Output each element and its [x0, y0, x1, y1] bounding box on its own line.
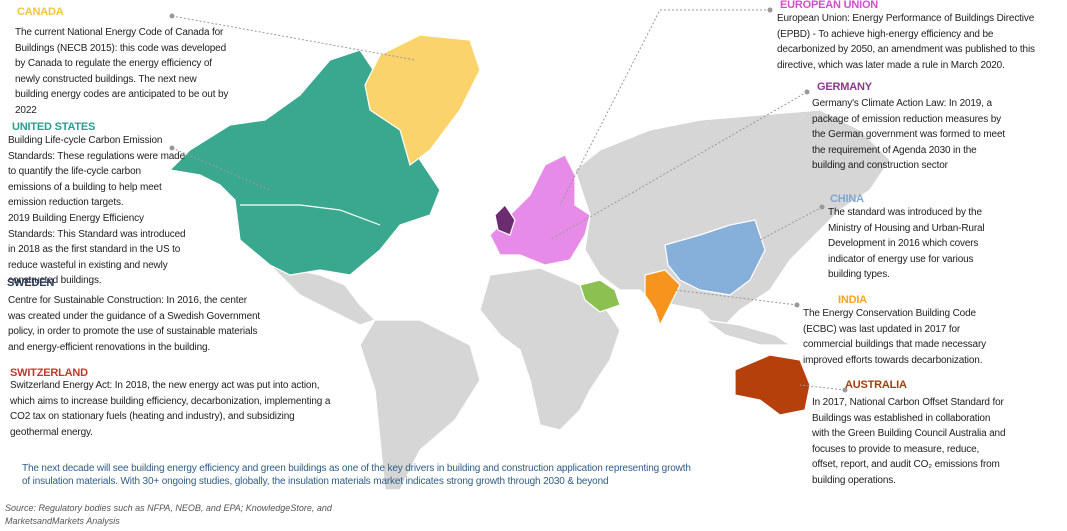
region-text: Standards: These regulations were made: [8, 150, 186, 162]
region-text: the requirement of Agenda 2030 in the: [812, 144, 977, 156]
region-text: Development in 2016 which covers: [828, 238, 979, 250]
region-text: Switzerland Energy Act: In 2018, the new…: [10, 380, 320, 391]
region-text: 2022: [15, 105, 37, 116]
region-text: The current National Energy Code of Cana…: [15, 27, 224, 38]
india: [644, 269, 681, 327]
region-title: INDIA: [838, 294, 867, 306]
connector: [171, 15, 416, 61]
connector: [559, 9, 770, 206]
region-text: Germany's Climate Action Law: In 2019, a: [812, 98, 992, 109]
region-text: building operations.: [812, 475, 896, 486]
region-text: improved efforts towards decarbonization…: [803, 354, 983, 366]
australia: [734, 354, 811, 416]
saudi-arabia: [579, 279, 621, 313]
south-america: [359, 319, 481, 491]
region-text: (EPBD) - To achieve high-energy efficien…: [777, 28, 994, 40]
region-text: with the Green Building Council Australi…: [812, 428, 1006, 440]
connector-dot: [169, 145, 175, 151]
region-text: focuses to provide to measure, reduce,: [812, 443, 980, 455]
region-text: building types.: [828, 269, 890, 281]
region-text: the German government was formed to meet: [812, 129, 1005, 141]
connector: [171, 147, 271, 191]
region-text: commercial buildings that made necessary: [803, 339, 986, 351]
region-text: indicator of energy use for various: [828, 253, 974, 265]
region-title: CHINA: [830, 193, 864, 205]
connector: [549, 91, 808, 241]
footer-note: The next decade will see building energy…: [22, 463, 691, 474]
region-text: Building Life-cycle Carbon Emission: [8, 135, 163, 146]
footer-note: of insulation materials. With 30+ ongoin…: [22, 476, 609, 487]
connector-dot: [819, 204, 825, 210]
china: [664, 219, 766, 296]
region-text: decarbonized by 2050, an amendment was p…: [777, 44, 1035, 56]
region-text: Ministry of Housing and Urban-Rural: [828, 222, 985, 234]
region-text: was created under the guidance of a Swed…: [8, 310, 261, 322]
region-text: The standard was introduced by the: [828, 207, 982, 218]
region-text: newly constructed buildings. The next ne…: [15, 73, 197, 85]
connector: [674, 289, 798, 306]
region-title: AUSTRALIA: [845, 379, 907, 391]
region-text: European Union: Energy Performance of Bu…: [777, 13, 1035, 24]
region-text: package of emission reduction measures b…: [812, 113, 1001, 125]
region-text: emission reduction targets.: [8, 197, 124, 209]
region-text: Buildings (NECB 2015): this code was dev…: [15, 42, 227, 54]
region-text: in 2018 as the first standard in the US …: [8, 244, 181, 256]
region-text: (ECBC) was last updated in 2017 for: [803, 323, 961, 335]
region-text: emissions of a building to help meet: [8, 181, 162, 193]
region-text: In 2017, National Carbon Offset Standard…: [812, 397, 1004, 408]
connector-dot: [169, 13, 175, 19]
region-text: Centre for Sustainable Construction: In …: [8, 295, 247, 306]
region-text: by Canada to regulate the energy efficie…: [15, 58, 212, 70]
indonesia: [704, 319, 792, 346]
region-text: geothermal energy.: [10, 426, 93, 438]
region-text: CO2 tax on stationary fuels (heating and…: [10, 411, 295, 423]
region-text: offset, report, and audit CO₂ emissions …: [812, 459, 1000, 471]
europe: [489, 154, 591, 266]
connector: [799, 384, 846, 391]
region-title: CANADA: [17, 6, 64, 18]
region-text: Buildings was established in collaborati…: [812, 412, 991, 424]
us-border: [240, 204, 381, 226]
region-text: building and construction sector: [812, 160, 948, 172]
connector-dot: [804, 89, 810, 95]
region-text: directive, which was later made a rule i…: [777, 59, 1005, 71]
connector-dot: [767, 7, 773, 13]
uk: [494, 204, 516, 236]
region-title: UNITED STATES: [12, 121, 96, 133]
region-text: 2019 Building Energy Efficiency: [8, 213, 144, 224]
region-title: EUROPEAN UNION: [780, 0, 879, 11]
region-title: SWITZERLAND: [10, 367, 88, 379]
region-text: Standards: This Standard was introduced: [8, 228, 186, 240]
greenland: [364, 34, 481, 167]
region-text: reduce wasteful in existing and newly: [8, 259, 168, 271]
region-text: constructed buildings.: [8, 275, 102, 287]
region-text: to quantify the life-cycle carbon: [8, 166, 141, 178]
connector-dot: [842, 387, 848, 393]
region-text: and energy-efficient renovations in the …: [8, 341, 211, 353]
region-title: SWEDEN: [7, 277, 55, 289]
connector-dot: [794, 302, 800, 308]
region-text: which aims to increase building efficien…: [10, 395, 331, 407]
region-text: policy, in order to promote the use of s…: [8, 326, 258, 338]
region-text: building energy codes are anticipated to…: [15, 89, 229, 101]
region-title: GERMANY: [817, 81, 872, 93]
mexico: [268, 264, 377, 326]
region-text: The Energy Conservation Building Code: [803, 308, 976, 319]
source-note: MarketsandMarkets Analysis: [5, 516, 120, 526]
source-note: Source: Regulatory bodies such as NFPA, …: [5, 503, 332, 513]
